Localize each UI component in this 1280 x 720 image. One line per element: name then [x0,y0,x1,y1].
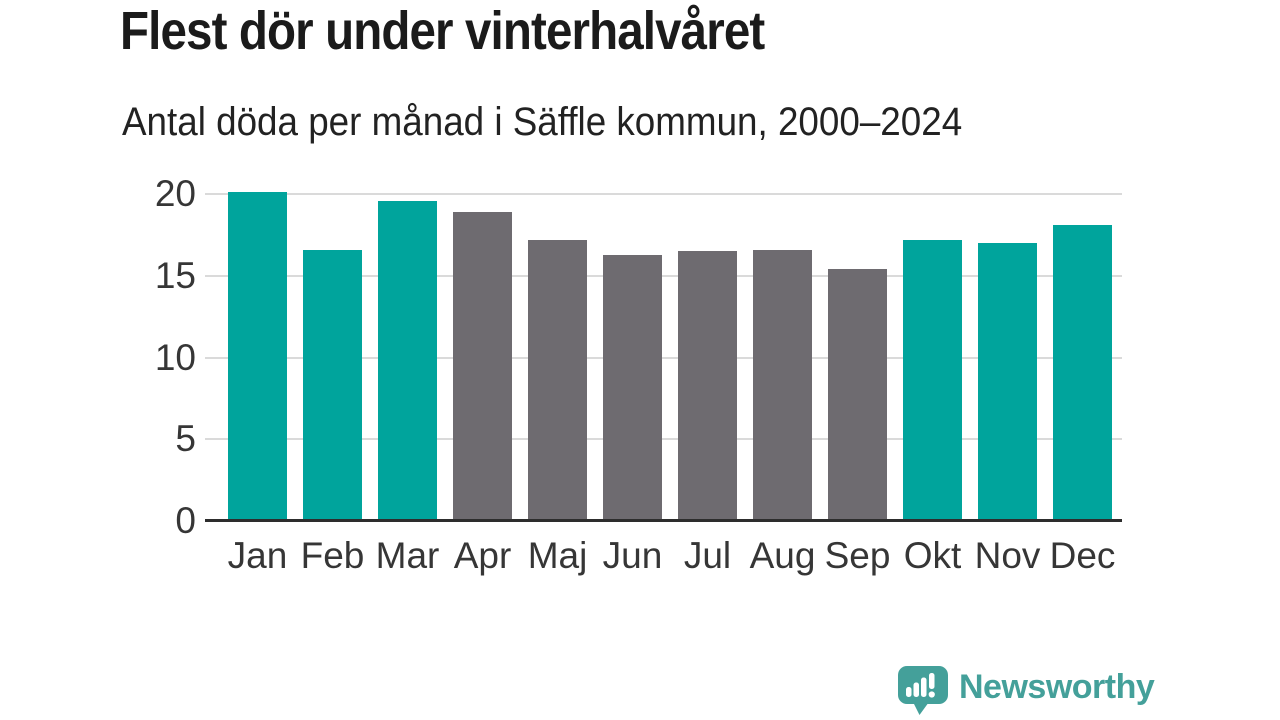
newsworthy-logo-icon [898,666,948,715]
bar-aug [753,249,812,521]
gridline-10 [205,356,1122,359]
gridline-15 [205,274,1122,277]
bar-okt [903,239,962,521]
x-label-aug: Aug [749,535,816,576]
x-label-dec: Dec [1049,535,1116,576]
bar-jan [228,192,287,521]
y-label-10: 10 [154,336,196,378]
x-label-jan: Jan [227,535,288,576]
x-label-feb: Feb [300,535,365,576]
x-label-maj: Maj [527,535,588,576]
x-label-sep: Sep [824,535,891,576]
y-axis-labels: 0 5 10 15 20 [60,173,196,541]
bar-mar [378,200,437,521]
x-label-okt: Okt [903,535,962,576]
plot-area: Jan Feb Mar Apr Maj Jun Jul Aug Sep Okt Nov Dec [205,192,1122,576]
chart-title: Flest dör under vinterhalvåret [120,1,765,61]
bar-feb [303,249,362,521]
bars-container [228,181,1112,521]
y-label-20: 20 [154,173,196,214]
y-label-0: 0 [175,500,196,541]
bar-apr [453,212,512,521]
x-label-mar: Mar [375,535,440,576]
logo-bar-small [906,687,912,697]
bar-nov [978,243,1037,521]
bar-dec [1053,225,1112,521]
x-label-nov: Nov [974,535,1041,576]
brand-footer: Newsworthy [896,665,1155,716]
logo-bar-medium [913,682,919,697]
bar-maj [528,239,587,521]
gridline-20 [205,193,1122,195]
logo-exclamation-bar [929,673,935,689]
logo-exclamation-dot [928,691,935,698]
y-label-5: 5 [175,418,196,460]
x-label-jun: Jun [602,535,663,576]
bar-sep [828,269,887,521]
x-label-jul: Jul [683,535,732,576]
gridline-5 [205,438,1122,441]
brand-name: Newsworthy [959,668,1155,706]
x-label-apr: Apr [453,535,512,576]
x-axis-line [205,519,1122,522]
chart-subtitle: Antal döda per månad i Säffle kommun, 20… [122,100,963,144]
logo-bar-large [921,677,927,697]
x-axis-labels: Jan Feb Mar Apr Maj Jun Jul Aug Sep Okt Nov Dec [227,534,1116,578]
y-label-15: 15 [154,254,196,296]
bar-jul [678,251,737,521]
bar-jun [603,254,662,521]
